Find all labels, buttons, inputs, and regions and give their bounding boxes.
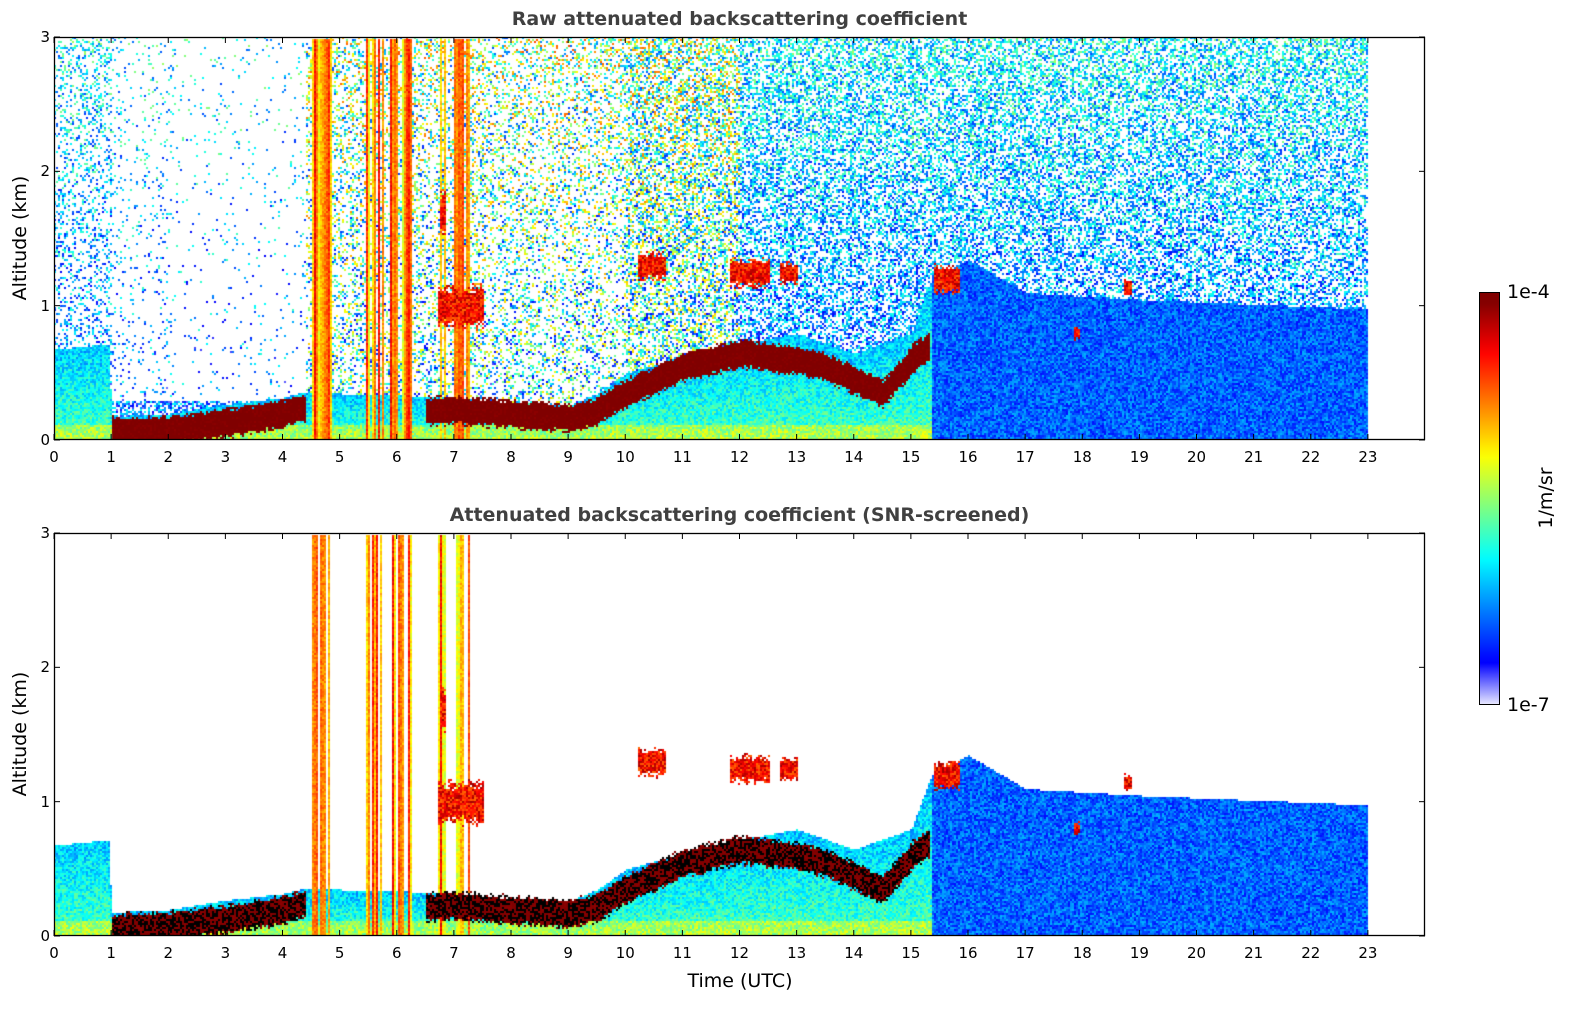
- x-tick-label: 1: [106, 944, 116, 962]
- x-tick-label: 4: [277, 448, 288, 466]
- x-tick-label: 11: [672, 944, 692, 962]
- x-tick-label: 1: [106, 448, 116, 466]
- y-tick-label: 0: [40, 431, 50, 449]
- x-tick-label: 20: [1186, 944, 1207, 962]
- snr-panel-title: Attenuated backscattering coefficient (S…: [449, 504, 1030, 526]
- x-tick-label: 7: [449, 448, 459, 466]
- y-tick-label: 1: [40, 296, 50, 315]
- x-tick-label: 17: [1015, 944, 1035, 962]
- x-tick-label: 21: [1244, 448, 1264, 466]
- x-tick-label: 15: [901, 944, 921, 962]
- x-tick-label: 13: [787, 944, 807, 962]
- colorbar-unit-label: 1/m/sr: [1535, 467, 1557, 529]
- x-tick-label: 21: [1244, 944, 1264, 962]
- x-tick-label: 0: [49, 448, 59, 466]
- x-tick-label: 12: [729, 944, 750, 962]
- x-tick-label: 8: [506, 448, 516, 466]
- x-tick-label: 14: [844, 944, 864, 962]
- x-tick-label: 3: [220, 448, 231, 466]
- y-tick-label: 2: [40, 658, 50, 677]
- x-tick-label: 2: [163, 944, 174, 962]
- x-tick-label: 2: [163, 448, 174, 466]
- axes-frame: [53, 36, 1426, 441]
- x-tick-label: 11: [672, 448, 692, 466]
- x-tick-label: 16: [958, 448, 978, 466]
- x-tick-label: 9: [563, 448, 573, 466]
- raw-panel-ylabel: Altitude (km): [9, 175, 31, 301]
- x-tick-label: 22: [1301, 448, 1321, 466]
- x-tick-label: 3: [220, 944, 231, 962]
- y-tick-label: 0: [40, 927, 50, 945]
- x-tick-label: 10: [615, 944, 635, 962]
- snr-backscatter-heatmap: [54, 533, 1425, 936]
- snr-panel-ylabel: Altitude (km): [9, 671, 31, 797]
- y-tick-label: 3: [40, 28, 50, 46]
- x-tick-label: 19: [1129, 448, 1149, 466]
- x-tick-label: 6: [391, 448, 402, 466]
- x-tick-label: 16: [958, 944, 978, 962]
- x-tick-label: 20: [1186, 448, 1207, 466]
- snr-panel-axes: [53, 532, 1426, 937]
- y-tick-label: 1: [40, 792, 50, 811]
- x-tick-label: 18: [1072, 944, 1092, 962]
- colorbar-max-label: 1e-4: [1507, 281, 1550, 303]
- x-tick-label: 5: [334, 448, 345, 466]
- x-tick-label: 22: [1301, 944, 1321, 962]
- x-tick-label: 10: [615, 448, 635, 466]
- y-tick-label: 3: [40, 524, 50, 542]
- x-tick-label: 23: [1358, 944, 1378, 962]
- x-tick-label: 13: [787, 448, 807, 466]
- axes-border: [53, 36, 1426, 441]
- y-tick-label: 2: [40, 162, 50, 181]
- x-tick-label: 6: [391, 944, 402, 962]
- x-tick-label: 4: [277, 944, 288, 962]
- x-tick-label: 18: [1072, 448, 1092, 466]
- x-axis-label: Time (UTC): [687, 970, 793, 992]
- x-tick-label: 12: [729, 448, 750, 466]
- x-tick-label: 9: [563, 944, 573, 962]
- x-tick-label: 5: [334, 944, 345, 962]
- axes-frame: [53, 532, 1426, 937]
- x-tick-label: 17: [1015, 448, 1035, 466]
- axes-border: [53, 532, 1426, 937]
- x-tick-label: 19: [1129, 944, 1149, 962]
- x-tick-label: 23: [1358, 448, 1378, 466]
- raw-panel-title: Raw attenuated backscattering coefficien…: [511, 8, 968, 30]
- x-tick-label: 8: [506, 944, 516, 962]
- colorbar: [1479, 292, 1500, 705]
- x-tick-label: 0: [49, 944, 59, 962]
- raw-panel-axes: [53, 36, 1426, 441]
- x-tick-label: 14: [844, 448, 864, 466]
- x-tick-label: 15: [901, 448, 921, 466]
- raw-backscatter-heatmap: [54, 37, 1425, 440]
- colorbar-min-label: 1e-7: [1507, 694, 1550, 716]
- x-tick-label: 7: [449, 944, 459, 962]
